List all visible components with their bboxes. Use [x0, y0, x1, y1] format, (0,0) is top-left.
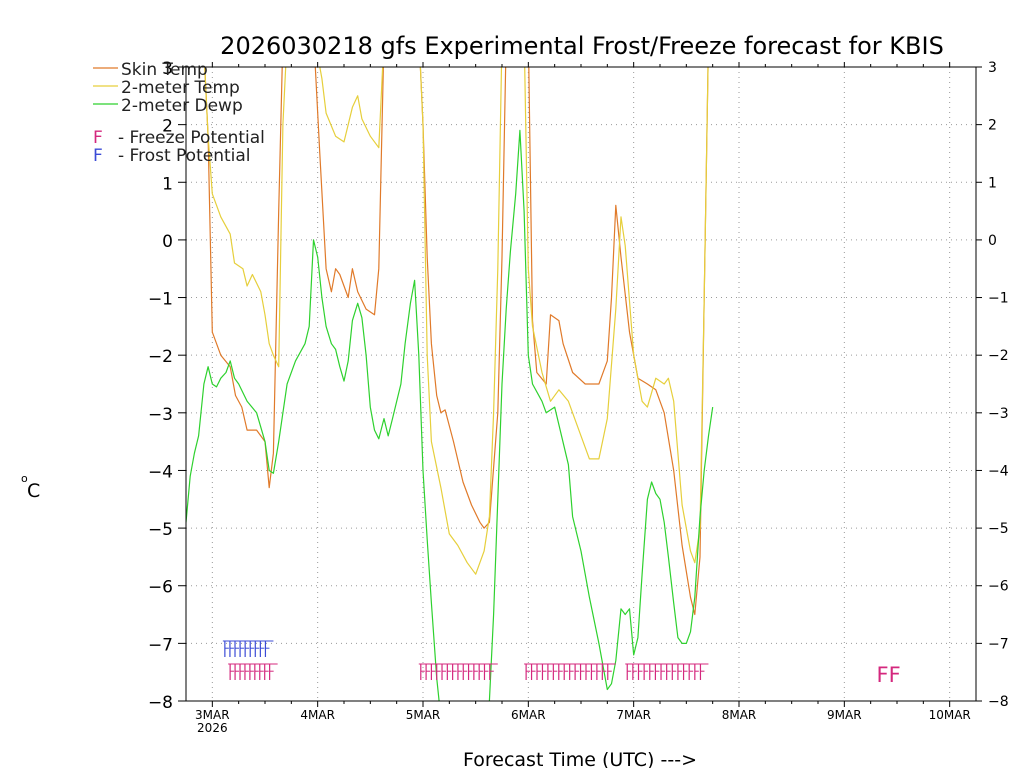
frost-freeze-marks: FF [222, 640, 901, 687]
legend-skin-label: Skin Temp [121, 60, 208, 80]
x-tick-label: 7MAR [616, 708, 651, 722]
y-tick-label-left: 0 [162, 232, 173, 252]
y-tick-label-left: −6 [148, 578, 173, 598]
series-line-dewp [186, 129, 714, 701]
y-tick-label-left: 2 [162, 117, 173, 137]
y-tick-label-left: −8 [148, 693, 173, 713]
y-tick-label-left: −3 [148, 405, 173, 425]
x-tick-label: 8MAR [722, 708, 757, 722]
y-axis-label: o C [21, 472, 40, 502]
y-tick-label-left: −1 [148, 290, 173, 310]
y-tick-label-right: −4 [988, 463, 1009, 479]
y-axis-label-degree: o [21, 472, 28, 485]
grid-lines [186, 67, 976, 701]
legend-frost-letter: F [93, 146, 103, 166]
y-tick-label-left: −7 [148, 635, 173, 655]
y-tick-label-right: −8 [988, 694, 1009, 710]
y-tick-label-right: −3 [988, 406, 1009, 422]
y-tick-label-right: −7 [988, 636, 1009, 652]
x-tick-label: 6MAR [511, 708, 546, 722]
y-tick-label-right: 3 [988, 60, 997, 76]
y-tick-label-left: −2 [148, 347, 173, 367]
y-tick-label-left: −5 [148, 520, 173, 540]
series-line-skin [204, 67, 709, 616]
y-tick-label-right: −5 [988, 521, 1009, 537]
y-tick-label-right: −2 [988, 348, 1009, 364]
x-tick-label: 4MAR [300, 708, 335, 722]
legend-frost-label: - Frost Potential [118, 146, 251, 166]
y-tick-label-right: 2 [988, 118, 997, 134]
legend-freeze-label: - Freeze Potential [118, 128, 265, 148]
y-tick-label-right: 1 [988, 175, 997, 191]
legend: Skin Temp 2-meter Temp 2-meter Dewp F - … [93, 60, 265, 166]
x-tick-label: 3MAR [195, 708, 230, 722]
y-axis-label-unit: C [27, 480, 40, 502]
series-lines [186, 67, 714, 701]
y-tick-label-right: 0 [988, 233, 997, 249]
y-tick-label-left: 3 [162, 59, 173, 79]
y-tick-label-right: −1 [988, 291, 1009, 307]
y-tick-label-left: 1 [162, 174, 173, 194]
legend-freeze-letter: F [93, 128, 103, 148]
y-tick-label-right: −6 [988, 579, 1009, 595]
x-axis-label: Forecast Time (UTC) ---> [463, 749, 697, 768]
legend-temp-label: 2-meter Temp [121, 78, 240, 98]
y-tick-label-left: −4 [148, 462, 173, 482]
axis-ticks: −8 −8 −7 −7 −6 −6 −5 −5 −4 −4 −3 −3 −2 −2 −1 −1 0 0 1 1 2 2 3 3… [148, 59, 1009, 735]
freeze-text-mark: FF [876, 663, 900, 687]
chart-title: 2026030218 gfs Experimental Frost/Freeze… [220, 32, 944, 60]
series-line-temp2m [204, 67, 709, 575]
x-tick-label: 9MAR [827, 708, 862, 722]
x-tick-label: 5MAR [406, 708, 441, 722]
x-tick-sublabel: 2026 [197, 721, 228, 735]
legend-dewp-label: 2-meter Dewp [121, 96, 243, 116]
x-tick-label: 10MAR [929, 708, 971, 722]
